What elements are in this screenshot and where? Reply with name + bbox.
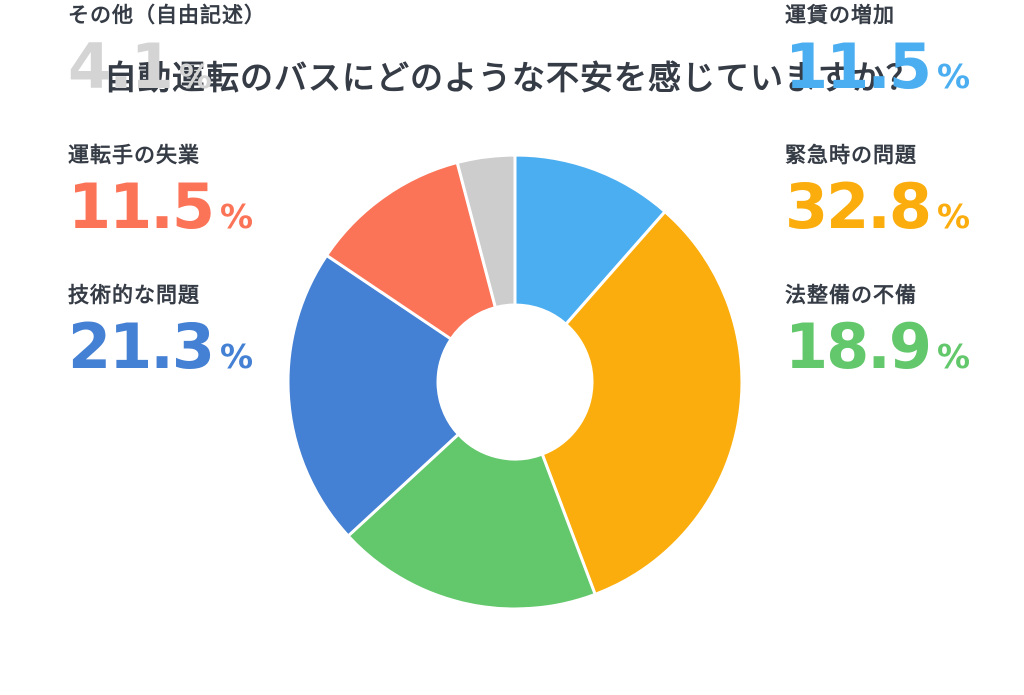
legend-value-percent-sign: % <box>219 337 254 376</box>
legend-value-percent-sign: % <box>936 197 971 236</box>
legend-value: 21.3% <box>68 312 318 398</box>
legend-value: 11.5% <box>785 32 1024 118</box>
legend-item-fare-increase: 運賃の増加 11.5% <box>785 0 1024 118</box>
legend-value-number: 11.5 <box>785 30 932 103</box>
chart-slice-4 <box>325 160 497 341</box>
legend-value-number: 18.9 <box>785 310 932 383</box>
legend-value-percent-sign: % <box>219 197 254 236</box>
legend-label: その他（自由記述） <box>68 3 266 27</box>
chart-slice-0 <box>513 153 667 326</box>
chart-slice-3 <box>286 253 460 538</box>
legend-value: 32.8% <box>785 172 1024 258</box>
legend-value-percent-sign: % <box>178 57 212 96</box>
legend-item-other: その他（自由記述） 4.1% <box>68 0 318 118</box>
legend-value-percent-sign: % <box>936 57 971 96</box>
legend-value-number: 4.1 <box>68 30 174 103</box>
legend-label: 運転手の失業 <box>68 143 200 167</box>
chart-slice-5 <box>455 153 517 310</box>
legend-value: 18.9% <box>785 312 1024 398</box>
chart-slice-1 <box>540 210 744 596</box>
legend-value: 11.5% <box>68 172 318 258</box>
legend-value-percent-sign: % <box>936 337 971 376</box>
legend-item-driver-job-loss: 運転手の失業 11.5% <box>68 140 318 258</box>
legend-item-emergency-issues: 緊急時の問題 32.8% <box>785 140 1024 258</box>
legend-label: 緊急時の問題 <box>785 143 917 167</box>
donut-chart <box>280 147 750 617</box>
legend-value-number: 21.3 <box>68 310 215 383</box>
donut-chart-svg <box>286 153 744 611</box>
chart-slice-2 <box>346 432 597 611</box>
legend-label: 運賃の増加 <box>785 3 895 27</box>
chart-title: 自動運転のバスにどのような不安を感じていますか？ <box>104 58 920 97</box>
legend-item-technical-issues: 技術的な問題 21.3% <box>68 280 318 398</box>
legend-label: 技術的な問題 <box>68 283 200 307</box>
legend-label: 法整備の不備 <box>785 283 917 307</box>
legend-value: 4.1% <box>68 32 318 118</box>
legend-value-number: 32.8 <box>785 170 932 243</box>
legend-item-legal-framework-gaps: 法整備の不備 18.9% <box>785 280 1024 398</box>
legend-value-number: 11.5 <box>68 170 215 243</box>
